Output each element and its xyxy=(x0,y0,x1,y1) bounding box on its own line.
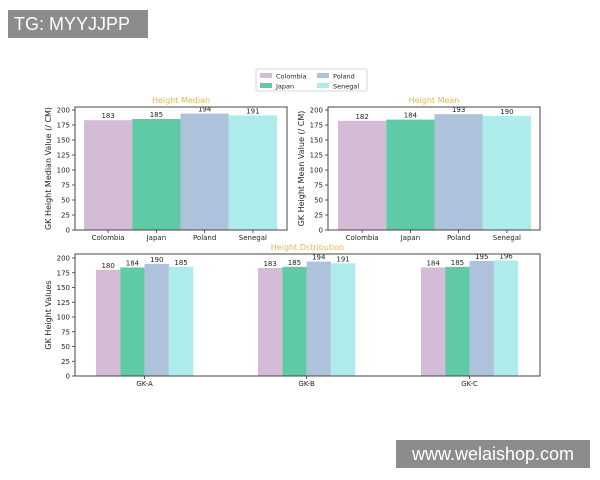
x-tick-label: Poland xyxy=(447,234,470,242)
bar xyxy=(421,267,446,376)
plot-frame xyxy=(74,253,541,377)
y-tick-label: 0 xyxy=(319,227,323,235)
bar xyxy=(493,260,519,376)
data-label: 183 xyxy=(263,260,276,268)
y-tick-label: 25 xyxy=(314,212,323,220)
y-tick-label: 50 xyxy=(61,197,70,205)
legend-swatch-japan xyxy=(260,83,272,88)
data-label: 195 xyxy=(475,253,488,261)
y-axis-label: GK Height Mean Value (/ CM) xyxy=(297,111,306,227)
y-tick-label: 25 xyxy=(61,212,70,220)
chart-title: Height Mean xyxy=(409,96,460,105)
bar xyxy=(144,263,169,376)
data-label: 184 xyxy=(426,259,440,267)
x-tick-label: GK-C xyxy=(461,380,478,388)
legend-swatch-senegal xyxy=(317,83,329,88)
bar xyxy=(434,114,483,230)
legend-label: Japan xyxy=(275,83,294,91)
plot-frame xyxy=(74,106,288,231)
legend-swatch-colombia xyxy=(260,73,272,78)
x-tick-label: Colombia xyxy=(346,234,379,242)
y-tick-label: 0 xyxy=(66,373,70,381)
chart-title: Height Dstribution xyxy=(271,243,344,252)
legend-box xyxy=(255,68,368,92)
data-label: 185 xyxy=(288,259,301,267)
data-label: 193 xyxy=(452,106,465,114)
x-tick-label: GK-A xyxy=(136,380,153,388)
y-axis-label: GK Height Values xyxy=(44,280,53,349)
y-tick-label: 150 xyxy=(57,137,70,145)
data-label: 191 xyxy=(336,255,349,263)
bar xyxy=(84,120,133,230)
y-tick-label: 175 xyxy=(310,122,323,130)
y-tick-label: 50 xyxy=(314,197,323,205)
data-label: 184 xyxy=(126,259,140,267)
x-tick-label: Japan xyxy=(400,234,421,242)
data-label: 184 xyxy=(404,112,418,120)
y-tick-label: 125 xyxy=(57,299,70,307)
y-tick-label: 100 xyxy=(57,167,70,175)
y-tick-label: 150 xyxy=(310,137,323,145)
chart-title: Height Median xyxy=(152,96,210,105)
y-tick-label: 125 xyxy=(57,152,70,160)
y-tick-label: 100 xyxy=(57,314,70,322)
y-tick-label: 100 xyxy=(310,167,323,175)
legend-label: Colombia xyxy=(276,73,307,81)
watermark-bottom-right: www.welaishop.com xyxy=(396,440,590,468)
y-tick-label: 150 xyxy=(57,284,70,292)
x-tick-label: Senegal xyxy=(239,234,267,242)
y-tick-label: 75 xyxy=(314,182,323,190)
legend-label: Poland xyxy=(333,73,355,81)
bar xyxy=(132,119,181,230)
data-label: 185 xyxy=(451,259,464,267)
plot-frame xyxy=(327,106,541,231)
bar xyxy=(445,266,470,376)
bar xyxy=(306,261,331,376)
data-label: 196 xyxy=(499,252,513,260)
bar xyxy=(228,115,277,230)
y-tick-label: 175 xyxy=(57,122,70,130)
bar xyxy=(96,269,121,376)
bar xyxy=(168,266,194,376)
data-label: 183 xyxy=(101,112,114,120)
y-tick-label: 0 xyxy=(66,227,70,235)
y-tick-label: 200 xyxy=(57,107,70,115)
x-tick-label: GK-B xyxy=(298,380,315,388)
data-label: 185 xyxy=(150,111,163,119)
y-tick-label: 175 xyxy=(57,269,70,277)
data-label: 190 xyxy=(150,256,163,264)
data-label: 182 xyxy=(355,113,368,121)
legend-swatch-poland xyxy=(317,73,329,78)
data-label: 190 xyxy=(500,108,513,116)
data-label: 194 xyxy=(198,106,212,114)
bar xyxy=(386,119,435,230)
bar xyxy=(120,267,145,376)
x-tick-label: Japan xyxy=(146,234,167,242)
y-axis-label: GK Height Median Value (/ CM) xyxy=(44,107,53,230)
x-tick-label: Poland xyxy=(193,234,216,242)
bar xyxy=(258,268,283,376)
bar xyxy=(180,113,229,230)
y-tick-label: 75 xyxy=(61,182,70,190)
y-tick-label: 200 xyxy=(310,107,323,115)
x-tick-label: Colombia xyxy=(92,234,125,242)
data-label: 185 xyxy=(174,259,187,267)
x-tick-label: Senegal xyxy=(493,234,521,242)
data-label: 191 xyxy=(246,107,259,115)
legend-label: Senegal xyxy=(333,83,359,91)
bar xyxy=(482,116,531,230)
bar xyxy=(282,266,307,376)
y-tick-label: 75 xyxy=(61,328,70,336)
bar xyxy=(469,260,494,376)
y-tick-label: 200 xyxy=(57,255,70,263)
y-tick-label: 125 xyxy=(310,152,323,160)
y-tick-label: 25 xyxy=(61,358,70,366)
data-label: 194 xyxy=(312,254,326,262)
bar xyxy=(338,120,387,230)
bar xyxy=(330,263,356,376)
y-tick-label: 50 xyxy=(61,343,70,351)
watermark-top-left: TG: MYYJJPP xyxy=(8,10,148,38)
data-label: 180 xyxy=(101,262,114,270)
